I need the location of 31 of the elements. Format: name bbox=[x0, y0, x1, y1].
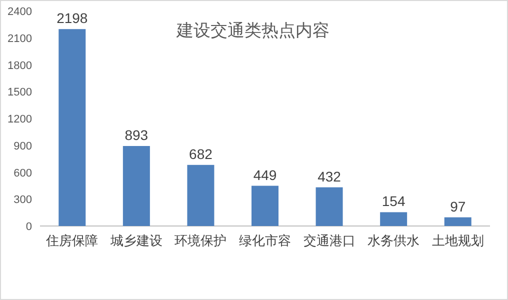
text: 建设交通类热点内容 bbox=[176, 21, 330, 40]
data-label: 2198 bbox=[56, 10, 88, 26]
y-tick-label: 2400 bbox=[8, 6, 32, 18]
data-label: 682 bbox=[189, 146, 213, 162]
x-tick-label: 绿化市容 bbox=[239, 233, 291, 248]
bar bbox=[58, 29, 86, 226]
x-tick-label: 城乡建设 bbox=[109, 233, 162, 248]
y-tick-label: 1200 bbox=[8, 114, 32, 126]
x-tick-label: 住房保障 bbox=[45, 233, 98, 248]
x-tick-label: 交通港口 bbox=[303, 233, 356, 248]
y-tick-label: 1800 bbox=[8, 60, 32, 72]
data-label: 432 bbox=[318, 168, 342, 184]
y-tick-label: 900 bbox=[14, 140, 32, 152]
data-label: 893 bbox=[124, 127, 148, 143]
y-tick-label: 0 bbox=[26, 221, 32, 233]
y-tick-label: 2100 bbox=[8, 32, 32, 45]
y-tick-label: 600 bbox=[14, 167, 32, 180]
bar bbox=[380, 212, 408, 226]
bar bbox=[252, 186, 278, 226]
y-tick-label: 300 bbox=[14, 194, 32, 206]
x-tick-label: 水务供水 bbox=[368, 233, 420, 248]
bar bbox=[444, 217, 472, 226]
y-tick-label: 1500 bbox=[8, 86, 32, 99]
x-tick-label: 土地规划 bbox=[432, 233, 484, 248]
x-tick-label: 环境保护 bbox=[174, 233, 227, 248]
bar bbox=[187, 164, 214, 226]
data-label: 154 bbox=[382, 193, 406, 210]
data-label: 97 bbox=[450, 198, 466, 214]
bar bbox=[122, 146, 150, 226]
bar bbox=[316, 187, 343, 226]
data-label: 449 bbox=[253, 166, 277, 183]
